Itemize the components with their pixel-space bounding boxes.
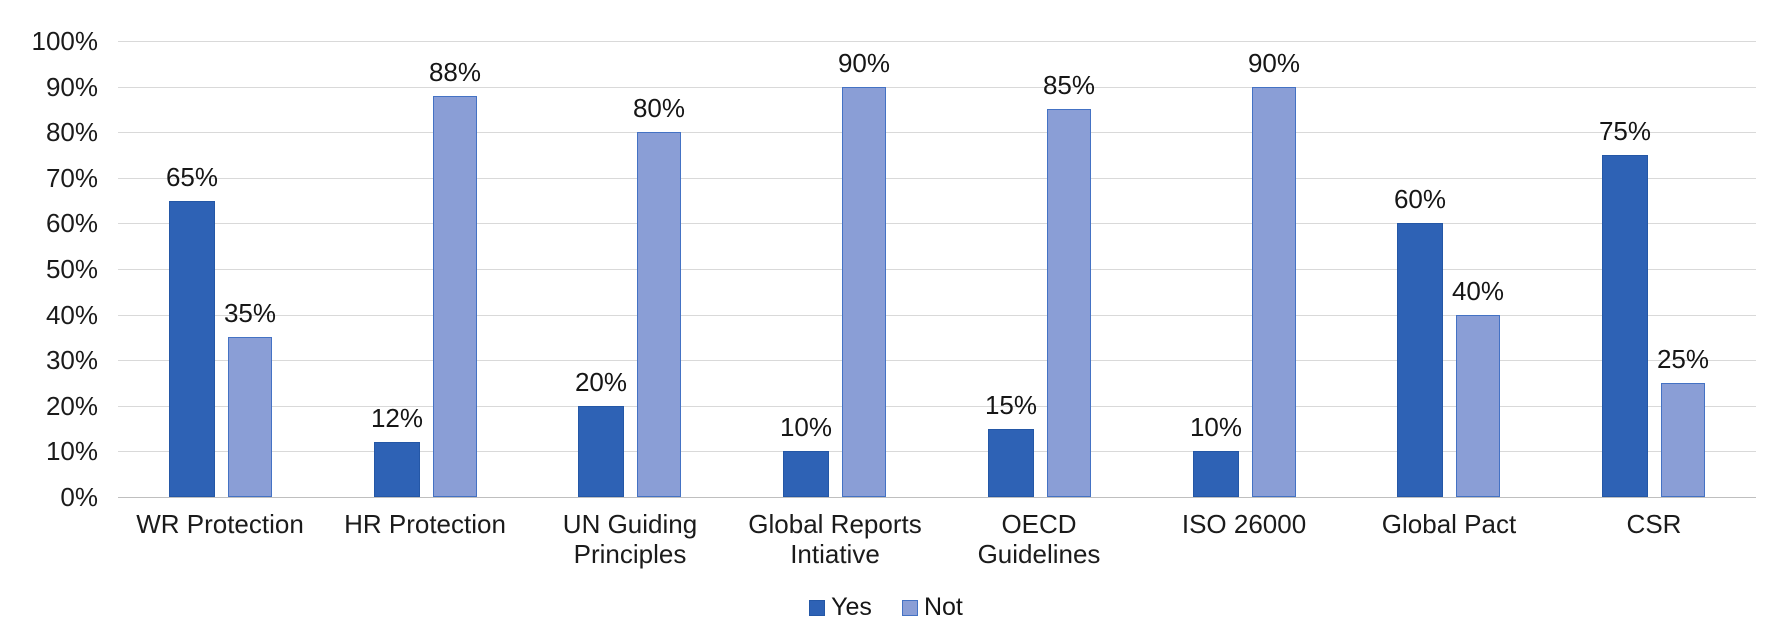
bar-not: [1047, 109, 1091, 497]
gridline: [118, 178, 1756, 179]
gridline: [118, 315, 1756, 316]
value-label-yes: 12%: [370, 403, 424, 433]
value-label-yes: 10%: [1189, 412, 1243, 442]
y-axis-tick-label: 20%: [45, 391, 98, 421]
y-axis-tick-label: 60%: [45, 208, 98, 238]
value-label-not: 90%: [1247, 48, 1301, 78]
value-label-not: 88%: [428, 57, 482, 87]
bar-not: [637, 132, 681, 497]
gridline: [118, 41, 1756, 42]
bar-yes: [988, 429, 1034, 497]
legend: Yes Not: [0, 593, 1772, 622]
value-label-not: 25%: [1656, 344, 1710, 374]
legend-swatch-yes-icon: [809, 599, 826, 616]
gridline: [118, 406, 1756, 407]
value-label-yes: 75%: [1598, 116, 1652, 146]
y-axis-tick-label: 90%: [45, 72, 98, 102]
x-axis-category-label: UN Guiding Principles: [562, 509, 698, 569]
x-axis-category-label: Global Pact: [1381, 509, 1517, 539]
y-axis-tick-label: 10%: [45, 436, 98, 466]
gridline: [118, 360, 1756, 361]
y-axis-tick-label: 30%: [45, 345, 98, 375]
bar-yes: [1602, 155, 1648, 497]
value-label-yes: 10%: [779, 412, 833, 442]
x-axis-category-label: WR Protection: [136, 509, 304, 539]
value-label-yes: 15%: [984, 390, 1038, 420]
legend-label: Not: [923, 593, 963, 621]
bar-not: [1456, 315, 1500, 497]
x-axis-category-label: CSR: [1626, 509, 1682, 539]
legend-swatch-not-icon: [901, 599, 918, 616]
legend-item-not: Not: [901, 593, 963, 622]
gridline: [118, 269, 1756, 270]
bar-not: [842, 87, 886, 497]
gridline: [118, 223, 1756, 224]
value-label-yes: 65%: [165, 162, 219, 192]
value-label-not: 35%: [223, 298, 277, 328]
value-label-not: 90%: [837, 48, 891, 78]
bar-not: [1661, 383, 1705, 497]
bar-not: [1252, 87, 1296, 497]
bar-not: [433, 96, 477, 497]
bar-yes: [169, 201, 215, 497]
gridline: [118, 451, 1756, 452]
value-label-yes: 20%: [574, 367, 628, 397]
bar-yes: [1193, 451, 1239, 497]
y-axis-tick-label: 50%: [45, 254, 98, 284]
bar-yes: [374, 442, 420, 497]
value-label-yes: 60%: [1393, 184, 1447, 214]
y-axis-tick-label: 70%: [45, 163, 98, 193]
y-axis-tick-label: 40%: [45, 300, 98, 330]
x-axis-category-label: OECD Guidelines: [977, 509, 1101, 569]
value-label-not: 85%: [1042, 70, 1096, 100]
gridline: [118, 87, 1756, 88]
bar-yes: [578, 406, 624, 497]
gridline: [118, 132, 1756, 133]
bar-yes: [783, 451, 829, 497]
bar-yes: [1397, 223, 1443, 497]
legend-label: Yes: [831, 593, 872, 621]
value-label-not: 80%: [632, 93, 686, 123]
legend-item-yes: Yes: [809, 593, 872, 622]
x-axis-category-label: HR Protection: [344, 509, 506, 539]
bar-not: [228, 337, 272, 497]
x-axis-category-label: ISO 26000: [1181, 509, 1307, 539]
y-axis-tick-label: 100%: [31, 26, 99, 56]
x-axis-line: [118, 497, 1756, 498]
y-axis-tick-label: 0%: [60, 482, 98, 512]
y-axis-tick-label: 80%: [45, 117, 98, 147]
value-label-not: 40%: [1451, 276, 1505, 306]
x-axis-category-label: Global Reports Intiative: [748, 509, 922, 569]
